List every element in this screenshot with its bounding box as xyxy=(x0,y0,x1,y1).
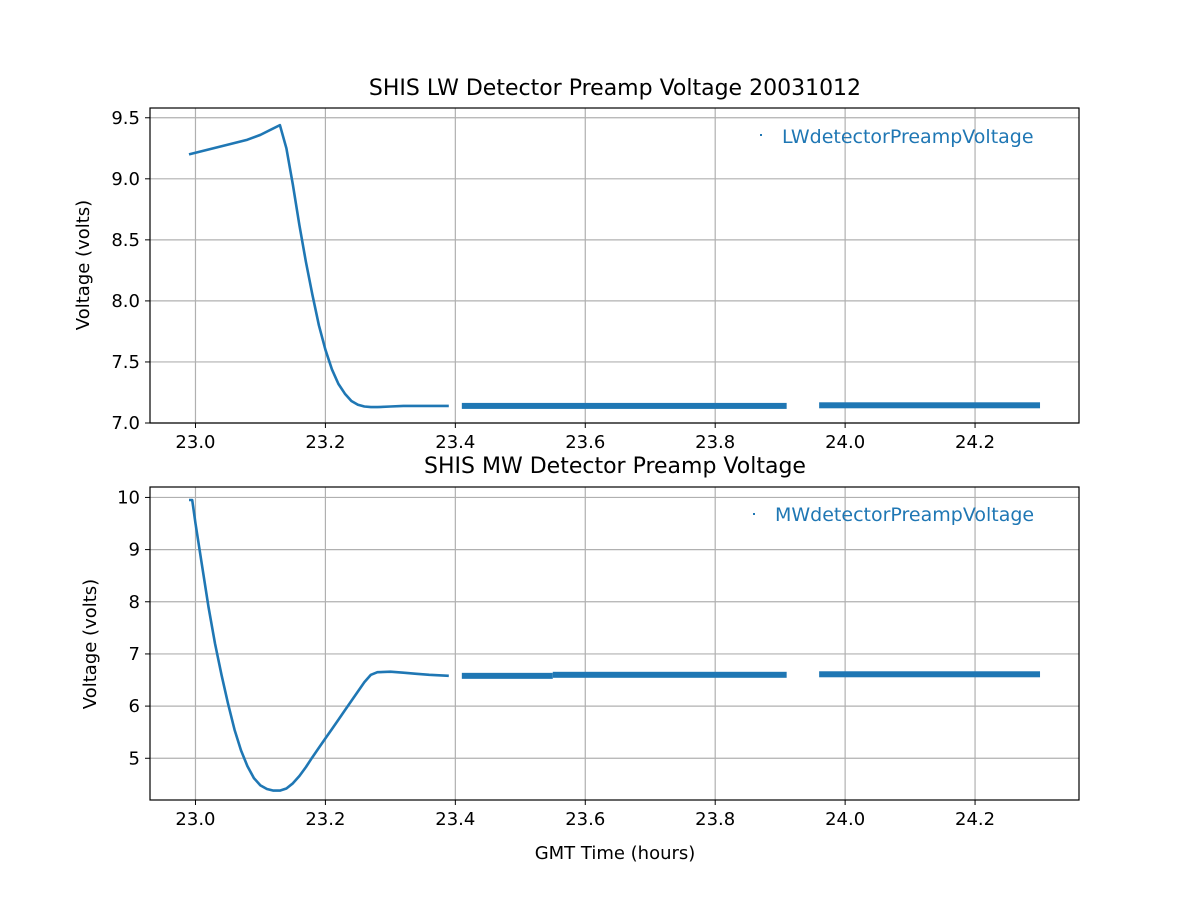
x-tick-label: 24.0 xyxy=(825,809,865,830)
data-marks xyxy=(189,498,1041,792)
legend: MWdetectorPreampVoltage xyxy=(753,504,1034,526)
legend-marker xyxy=(760,134,762,136)
y-tick-label: 7.0 xyxy=(111,413,140,434)
x-tick-label: 23.0 xyxy=(175,432,215,453)
x-tick-label: 23.2 xyxy=(305,809,345,830)
x-tick-label: 23.8 xyxy=(695,432,735,453)
y-tick-label: 8.5 xyxy=(111,230,140,251)
axis-ticks: 23.0 23.2 23.4 23.6 23.8 24.0 24.2 7.0 7.5 8.0 8.5… xyxy=(111,108,995,453)
legend-label: LWdetectorPreampVoltage xyxy=(782,126,1034,148)
y-tick-label: 7 xyxy=(129,644,140,665)
x-tick-label: 23.6 xyxy=(565,809,605,830)
x-tick-label: 23.2 xyxy=(305,432,345,453)
chart-title: SHIS MW Detector Preamp Voltage xyxy=(424,454,806,479)
series-segment xyxy=(552,671,787,678)
series-segment xyxy=(461,402,787,409)
data-marks xyxy=(188,123,1041,409)
y-tick-label: 9.0 xyxy=(111,169,140,190)
series-curve xyxy=(188,123,449,409)
x-tick-label: 23.4 xyxy=(435,432,475,453)
series-segment xyxy=(819,402,1041,409)
x-tick-label: 23.8 xyxy=(695,809,735,830)
y-tick-label: 7.5 xyxy=(111,352,140,373)
legend: LWdetectorPreampVoltage xyxy=(760,126,1034,148)
x-tick-label: 23.0 xyxy=(175,809,215,830)
series-curve xyxy=(189,498,449,792)
grid-lines xyxy=(150,487,1079,800)
legend-marker xyxy=(753,513,755,515)
y-tick-label: 10 xyxy=(117,487,140,508)
grid-lines xyxy=(150,108,1079,424)
series-segment xyxy=(819,671,1041,678)
y-tick-label: 8 xyxy=(129,592,140,613)
y-axis-label: Voltage (volts) xyxy=(73,200,94,330)
chart-title: SHIS LW Detector Preamp Voltage 20031012 xyxy=(369,76,861,101)
y-tick-label: 9 xyxy=(129,540,140,561)
x-tick-label: 23.4 xyxy=(435,809,475,830)
y-tick-label: 8.0 xyxy=(111,291,140,312)
x-tick-label: 23.6 xyxy=(565,432,605,453)
y-tick-label: 6 xyxy=(129,696,140,717)
y-tick-label: 9.5 xyxy=(111,108,140,129)
series-segment xyxy=(461,672,553,679)
x-axis-label: GMT Time (hours) xyxy=(535,843,696,864)
lw-voltage-chart: SHIS LW Detector Preamp Voltage 20031012… xyxy=(73,76,1080,453)
legend-label: MWdetectorPreampVoltage xyxy=(775,504,1034,526)
x-tick-label: 24.2 xyxy=(955,432,995,453)
mw-voltage-chart: SHIS MW Detector Preamp Voltage Voltage … xyxy=(80,454,1080,864)
x-tick-label: 24.0 xyxy=(825,432,865,453)
plot-frame xyxy=(149,107,1080,424)
x-tick-label: 24.2 xyxy=(955,809,995,830)
y-tick-label: 5 xyxy=(129,748,140,769)
axis-ticks: 23.0 23.2 23.4 23.6 23.8 24.0 24.2 5 6 7 8 9 10 xyxy=(117,487,995,830)
y-axis-label: Voltage (volts) xyxy=(80,579,101,709)
plot-frame xyxy=(149,486,1080,801)
